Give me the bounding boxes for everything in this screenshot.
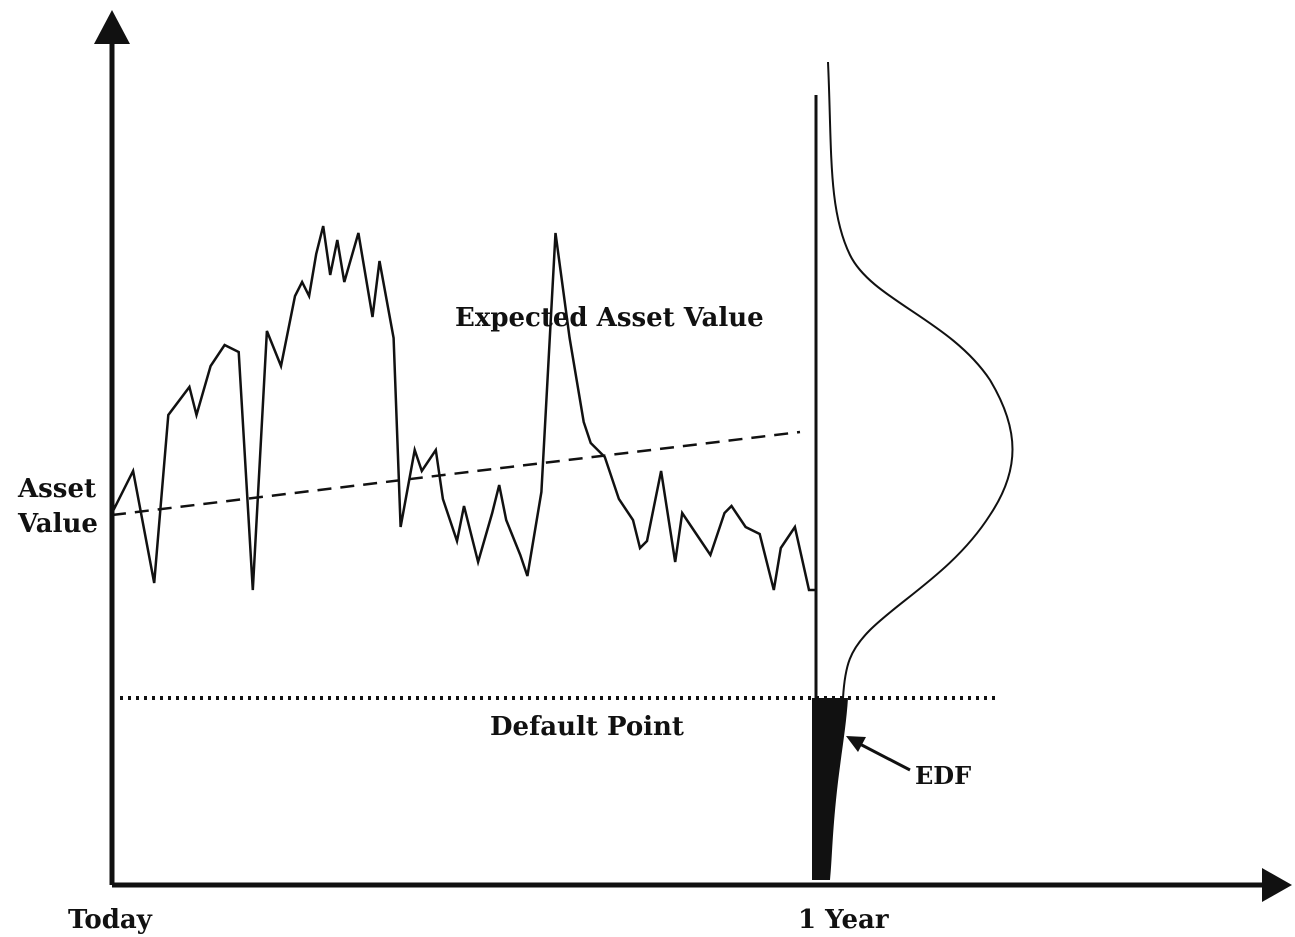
expected-asset-value-label: Expected Asset Value	[455, 303, 764, 333]
y-axis-label-line2: Value	[17, 509, 98, 539]
x-axis-arrowhead	[1262, 868, 1292, 902]
edf-arrowhead	[846, 736, 866, 752]
asset-value-path	[110, 225, 816, 592]
x-axis-end-label: 1 Year	[798, 905, 889, 935]
expected-asset-value-line	[111, 430, 801, 517]
x-axis-start-label: Today	[68, 905, 153, 935]
y-axis-arrowhead	[94, 10, 130, 44]
y-axis-label-line1: Asset	[17, 474, 96, 504]
default-point-label: Default Point	[490, 712, 684, 742]
edf-arrow-line	[855, 740, 911, 772]
asset-distribution-curve	[827, 61, 1014, 699]
edf-shaded-region	[812, 698, 848, 880]
edf-label: EDF	[915, 761, 971, 790]
